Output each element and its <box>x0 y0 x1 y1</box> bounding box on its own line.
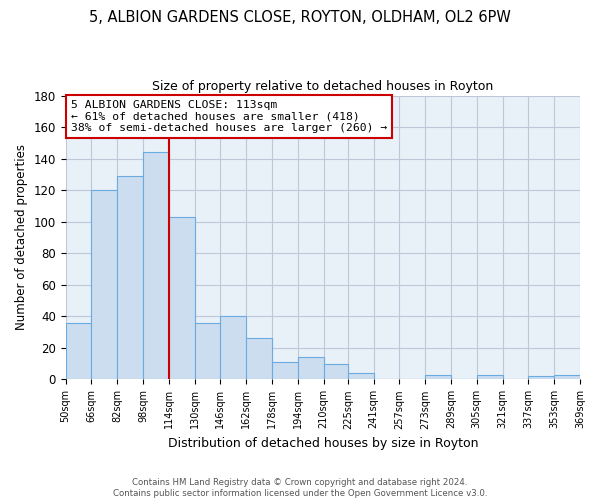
Text: Contains HM Land Registry data © Crown copyright and database right 2024.
Contai: Contains HM Land Registry data © Crown c… <box>113 478 487 498</box>
Bar <box>169 217 194 380</box>
Bar <box>246 338 272 380</box>
Bar <box>194 322 220 380</box>
Bar <box>272 362 298 380</box>
Bar <box>425 374 451 380</box>
Bar <box>117 176 143 380</box>
Bar <box>220 316 246 380</box>
Bar <box>554 374 580 380</box>
Bar <box>323 364 348 380</box>
Bar <box>477 374 503 380</box>
Text: 5 ALBION GARDENS CLOSE: 113sqm
← 61% of detached houses are smaller (418)
38% of: 5 ALBION GARDENS CLOSE: 113sqm ← 61% of … <box>71 100 387 133</box>
Y-axis label: Number of detached properties: Number of detached properties <box>15 144 28 330</box>
X-axis label: Distribution of detached houses by size in Royton: Distribution of detached houses by size … <box>167 437 478 450</box>
Bar <box>65 322 91 380</box>
Bar <box>298 358 323 380</box>
Bar <box>529 376 554 380</box>
Bar <box>91 190 117 380</box>
Title: Size of property relative to detached houses in Royton: Size of property relative to detached ho… <box>152 80 493 93</box>
Bar <box>348 373 374 380</box>
Bar <box>143 152 169 380</box>
Text: 5, ALBION GARDENS CLOSE, ROYTON, OLDHAM, OL2 6PW: 5, ALBION GARDENS CLOSE, ROYTON, OLDHAM,… <box>89 10 511 25</box>
